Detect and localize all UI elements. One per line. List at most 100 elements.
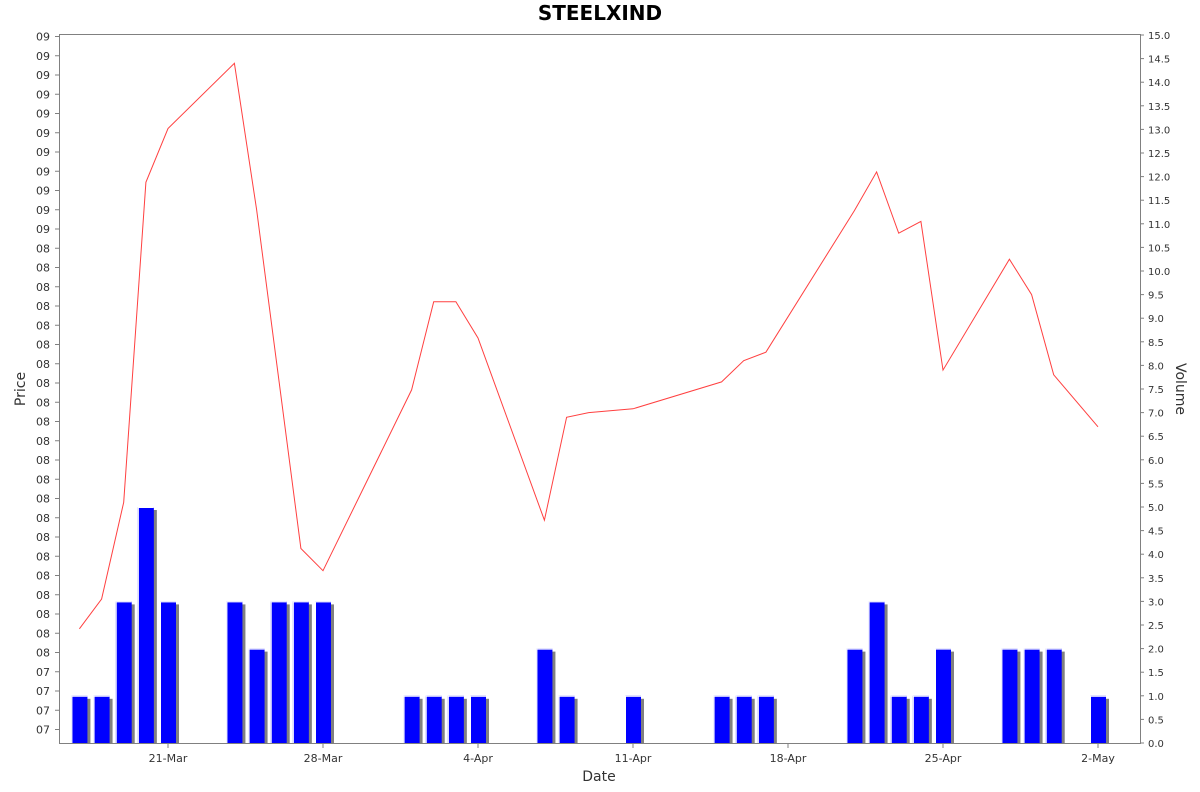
- volume-bar: [868, 601, 885, 743]
- price-series-line: [78, 62, 1099, 630]
- volume-bar: [890, 695, 907, 743]
- volume-bar: [935, 648, 951, 743]
- date-tick-label: 2-May: [1081, 752, 1115, 765]
- volume-tick-label: 4.5: [1148, 527, 1164, 538]
- volume-tick-label: 9.0: [1148, 314, 1164, 325]
- chart-title: STEELXIND: [538, 1, 662, 25]
- volume-bar: [713, 695, 730, 743]
- volume-bar: [248, 648, 265, 743]
- volume-tick-label: 11.0: [1148, 220, 1170, 231]
- plot-area: [59, 34, 1141, 744]
- volume-bar: [735, 695, 752, 743]
- volume-tick-label: 8.5: [1148, 338, 1164, 349]
- price-tick-label: 08: [36, 396, 50, 409]
- date-tick-label: 18-Apr: [770, 752, 807, 765]
- volume-tick-label: 3.0: [1148, 597, 1164, 608]
- volume-tick-label: 2.0: [1148, 645, 1164, 656]
- price-tick-label: 08: [36, 358, 50, 371]
- volume-bar: [846, 648, 863, 743]
- volume-tick-label: 6.0: [1148, 456, 1164, 467]
- volume-tick-label: 3.5: [1148, 574, 1164, 585]
- price-tick-label: 07: [36, 685, 50, 698]
- volume-bar: [292, 601, 309, 743]
- volume-tick-label: 6.5: [1148, 432, 1164, 443]
- date-tick-label: 11-Apr: [615, 752, 652, 765]
- volume-tick-label: 0.5: [1148, 715, 1164, 726]
- volume-bar: [757, 695, 774, 743]
- price-tick-label: 07: [36, 704, 50, 717]
- y-axis-label-right: Volume: [1172, 363, 1188, 415]
- volume-bar: [1090, 695, 1106, 743]
- volume-tick-label: 1.5: [1148, 668, 1164, 679]
- x-axis-label: Date: [582, 769, 615, 785]
- volume-bar: [447, 695, 464, 743]
- volume-tick-label: 11.5: [1148, 196, 1170, 207]
- price-tick-label: 09: [36, 204, 50, 217]
- date-tick-label: 21-Mar: [149, 752, 188, 765]
- price-tick-label: 09: [36, 108, 50, 121]
- price-tick-label: 08: [36, 627, 50, 640]
- price-tick-label: 08: [36, 242, 50, 255]
- price-tick-label: 08: [36, 300, 50, 313]
- price-tick-label: 08: [36, 281, 50, 294]
- price-tick-label: 07: [36, 666, 50, 679]
- price-tick-label: 08: [36, 416, 50, 429]
- price-tick-label: 09: [36, 185, 50, 198]
- price-line: [78, 62, 1099, 630]
- volume-tick-label: 0.0: [1148, 739, 1164, 750]
- volume-tick-label: 2.5: [1148, 621, 1164, 632]
- volume-tick-label: 7.5: [1148, 385, 1164, 396]
- volume-tick-label: 8.0: [1148, 361, 1164, 372]
- volume-tick-label: 4.0: [1148, 550, 1164, 561]
- volume-tick-label: 13.5: [1148, 102, 1170, 113]
- date-axis: 21-Mar 28-Mar 4-Apr 11-Apr 18-Apr 25-Apr 2-May: [149, 743, 1115, 765]
- volume-bar: [115, 601, 132, 743]
- price-tick-label: 07: [36, 724, 50, 737]
- volume-tick-label: 5.5: [1148, 479, 1164, 490]
- volume-bar: [93, 695, 110, 743]
- price-tick-label: 08: [36, 550, 50, 563]
- price-tick-label: 08: [36, 262, 50, 275]
- volume-tick-label: 5.0: [1148, 503, 1164, 514]
- price-tick-label: 09: [36, 127, 50, 140]
- volume-axis: 0.0 0.5 1.0 1.5 2.0 2.5 3.0 3.5 4.0 4.5 5.0 5.5 6.0 6…: [1140, 31, 1170, 750]
- volume-tick-label: 10.5: [1148, 243, 1170, 254]
- volume-bar: [1001, 648, 1018, 743]
- volume-bar: [226, 601, 243, 743]
- volume-bar: [1023, 648, 1040, 743]
- volume-tick-label: 12.0: [1148, 173, 1170, 184]
- price-tick-label: 08: [36, 531, 50, 544]
- volume-tick-label: 9.5: [1148, 291, 1164, 302]
- volume-bar: [1045, 648, 1062, 743]
- price-tick-label: 08: [36, 435, 50, 448]
- price-tick-label: 08: [36, 512, 50, 525]
- price-tick-label: 09: [36, 69, 50, 82]
- volume-bar: [536, 648, 553, 743]
- y-axis-label-left: Price: [13, 372, 29, 406]
- price-tick-label: 08: [36, 570, 50, 583]
- volume-tick-label: 1.0: [1148, 692, 1164, 703]
- volume-tick-label: 13.0: [1148, 125, 1170, 136]
- price-tick-label: 09: [36, 146, 50, 159]
- price-tick-label: 09: [36, 223, 50, 236]
- volume-tick-label: 15.0: [1148, 31, 1170, 42]
- volume-tick-label: 7.0: [1148, 409, 1164, 420]
- price-axis: 09 09 09 09 09 09 09 09 09 09 09 08 08 08 08 08 08 08 08 08…: [36, 31, 60, 743]
- price-tick-label: 09: [36, 88, 50, 101]
- price-tick-label: 09: [36, 165, 50, 178]
- volume-tick-label: 14.5: [1148, 55, 1170, 66]
- price-tick-label: 08: [36, 454, 50, 467]
- price-tick-label: 09: [36, 50, 50, 63]
- volume-tick-label: 14.0: [1148, 78, 1170, 89]
- price-tick-label: 08: [36, 608, 50, 621]
- volume-bar: [160, 601, 176, 743]
- volume-tick-label: 10.0: [1148, 267, 1170, 278]
- price-tick-label: 08: [36, 319, 50, 332]
- volume-bar: [137, 507, 154, 743]
- volume-bar: [71, 695, 88, 743]
- price-tick-label: 08: [36, 377, 50, 390]
- volume-bar: [403, 695, 420, 743]
- date-tick-label: 25-Apr: [925, 752, 962, 765]
- volume-bar: [625, 695, 641, 743]
